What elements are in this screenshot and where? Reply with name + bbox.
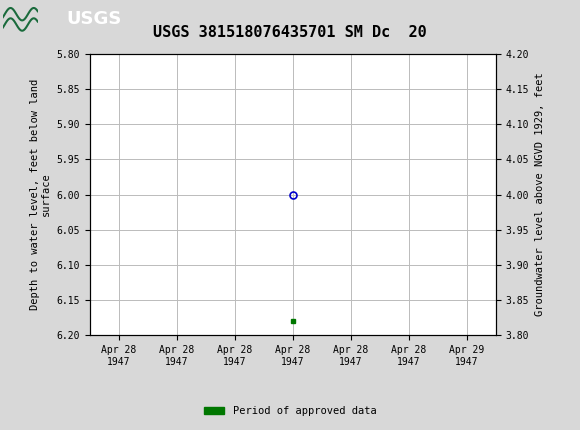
Y-axis label: Depth to water level, feet below land
surface: Depth to water level, feet below land su… [30, 79, 51, 310]
Text: USGS 381518076435701 SM Dc  20: USGS 381518076435701 SM Dc 20 [153, 25, 427, 40]
Legend: Period of approved data: Period of approved data [200, 402, 380, 421]
Text: USGS: USGS [67, 10, 122, 28]
Y-axis label: Groundwater level above NGVD 1929, feet: Groundwater level above NGVD 1929, feet [535, 73, 545, 316]
